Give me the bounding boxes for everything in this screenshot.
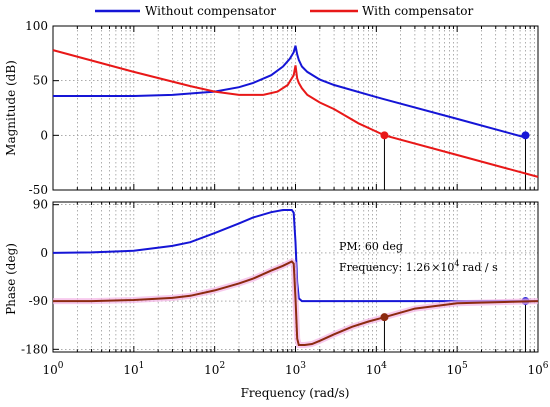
x-tick-label: 105 [447, 361, 468, 377]
x-axis-title: Frequency (rad/s) [241, 386, 350, 400]
magnitude-panel: 100 50 0 -50 [25, 19, 539, 197]
mag-series-without-compensator [53, 45, 526, 139]
x-tick-label: 100 [42, 361, 63, 377]
phase-panel: 90 0 -90 -180 100 101 102 103 104 105 106 [21, 198, 549, 377]
phase-y-tick-label: -180 [21, 342, 48, 356]
x-tick-label: 106 [527, 361, 548, 377]
phase-y-tick-label: -90 [29, 294, 48, 308]
mag-y-tick-label: 100 [25, 19, 48, 33]
phase-series-with-compensator [53, 260, 539, 346]
pm-annotation: PM: 60 deg [339, 240, 403, 253]
mag-y-tick-label: 0 [40, 128, 48, 142]
x-tick-label: 103 [285, 361, 306, 377]
frequency-annotation-exponent: 4 [454, 259, 459, 268]
frequency-annotation: Frequency: 1.26×104 rad / s [339, 259, 498, 274]
mag-y-tick-label: 50 [33, 74, 48, 88]
frequency-annotation-times: × [431, 261, 440, 274]
legend: Without compensator With compensator [95, 4, 474, 18]
magnitude-y-axis-title: Magnitude (dB) [4, 60, 18, 156]
phase-y-tick-label: 90 [33, 198, 48, 212]
mag-plot-frame [52, 25, 539, 191]
mag-series-with-compensator [52, 49, 539, 178]
mag-y-tick-label: -50 [29, 183, 48, 197]
legend-label-without: Without compensator [145, 4, 276, 18]
mag-marker-with [380, 131, 389, 140]
frequency-annotation-base: 10 [440, 261, 454, 274]
frequency-annotation-prefix: Frequency: 1.26 [339, 261, 430, 274]
mag-marker-without [521, 131, 530, 140]
phase-y-axis-title: Phase (deg) [4, 243, 18, 315]
legend-label-with: With compensator [362, 4, 474, 18]
phase-y-tick-label: 0 [40, 246, 48, 260]
phase-plot-frame [52, 201, 539, 353]
phase-marker-with [380, 313, 389, 322]
phase-series-without-compensator [52, 209, 538, 303]
x-tick-label: 101 [123, 361, 144, 377]
x-tick-label: 102 [204, 361, 225, 377]
x-tick-label: 104 [366, 361, 387, 377]
frequency-annotation-unit: rad / s [463, 261, 499, 274]
